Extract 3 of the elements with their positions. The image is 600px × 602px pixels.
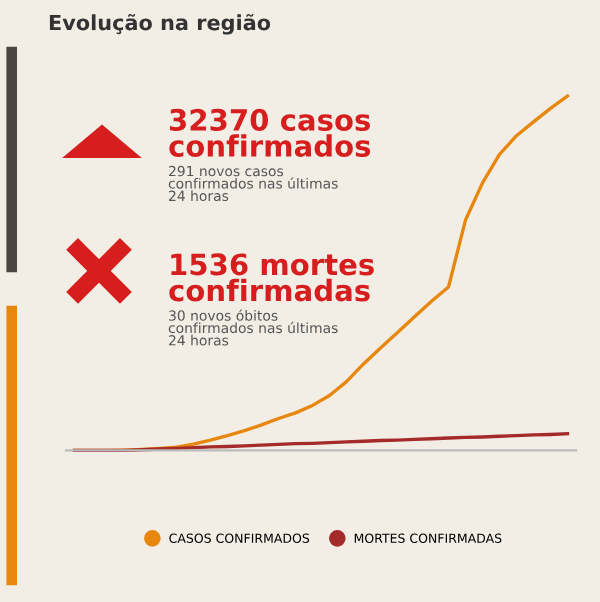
chart-title: Evolução na região	[49, 13, 271, 35]
annotation: 32370 casos confirmados	[169, 108, 371, 157]
annotation: 1536 mortes confirmadas	[169, 253, 374, 302]
